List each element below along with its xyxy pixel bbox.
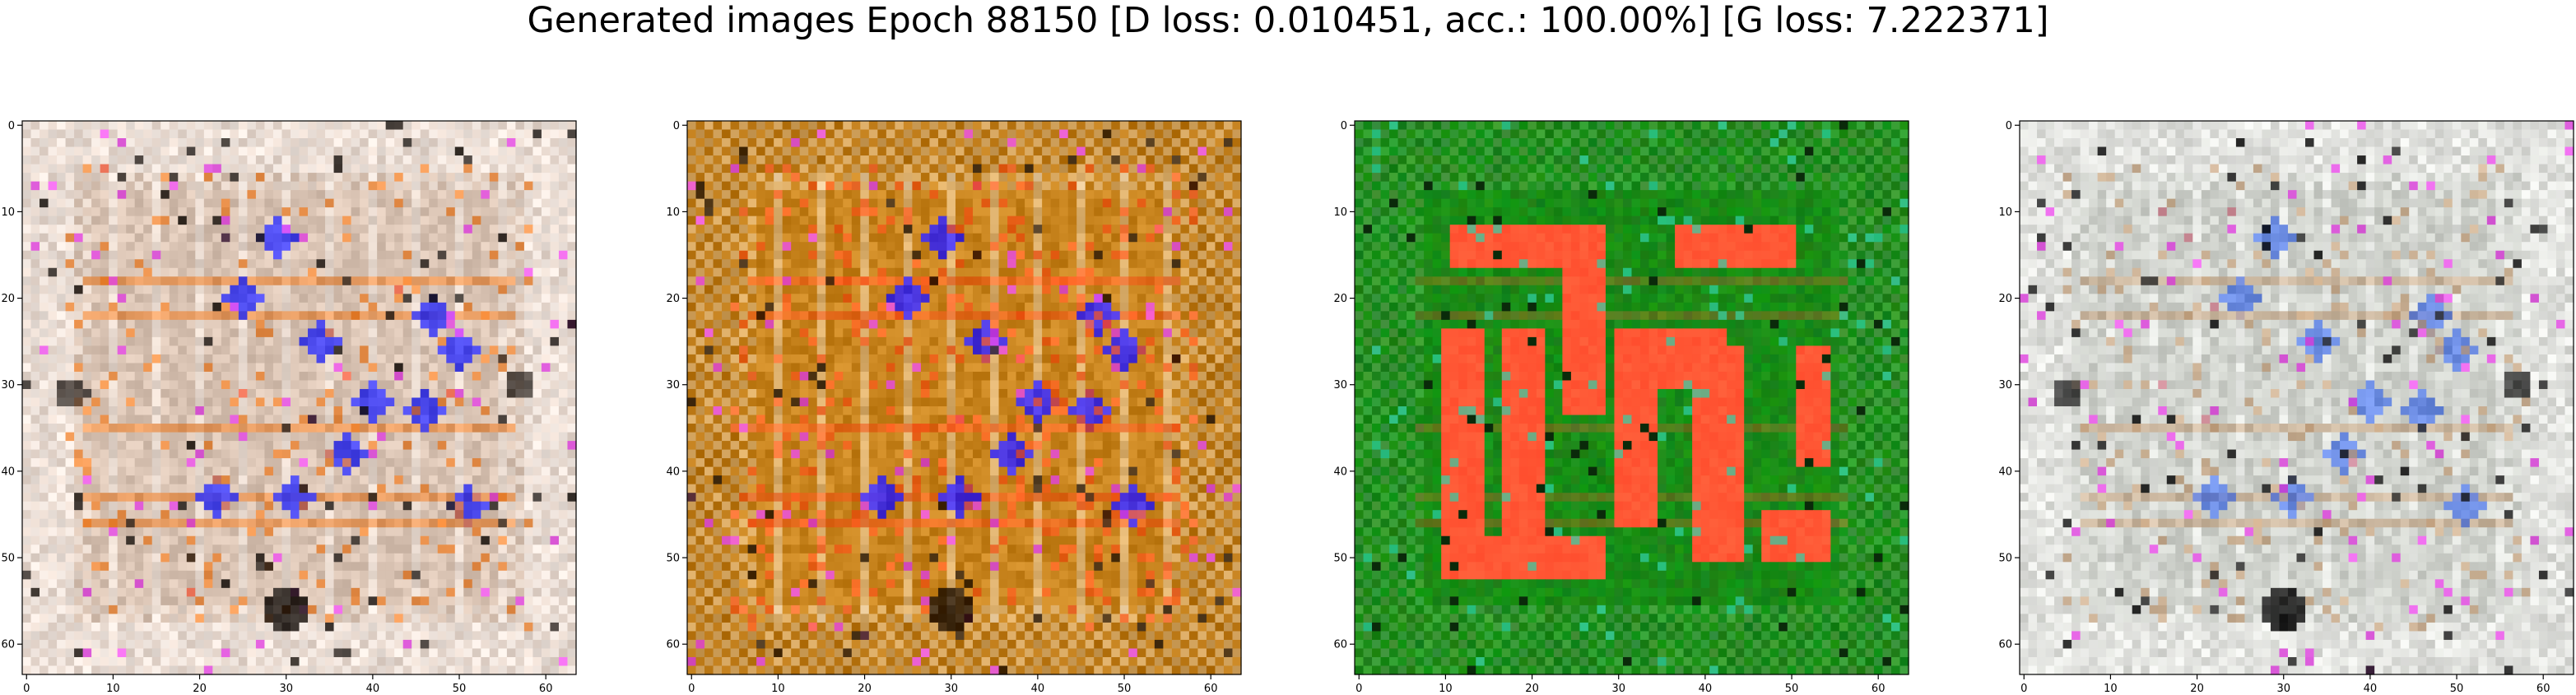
- x-tick-label: 40: [366, 683, 380, 695]
- image-panel-1: 0 10 20 30 40 50 60 0 10 20 30 40 50 60: [1, 120, 577, 695]
- y-tick-label: 50: [1, 553, 15, 565]
- y-tick-label: 0: [1341, 120, 1347, 132]
- x-tick-label: 30: [1611, 683, 1625, 695]
- axes-frame-3: [1354, 120, 1909, 675]
- x-tick-label: 30: [279, 683, 293, 695]
- axes-frame-1: [21, 120, 577, 675]
- y-tick-label: 60: [1333, 639, 1347, 651]
- axes-frame-4: [2019, 120, 2574, 675]
- x-tick-label: 20: [193, 683, 207, 695]
- y-tick-label: 50: [1333, 553, 1347, 565]
- y-tick-label: 60: [1998, 639, 2012, 651]
- axes-frame-2: [686, 120, 1242, 675]
- x-tick-label: 10: [771, 683, 785, 695]
- y-tick-label: 10: [1, 206, 15, 219]
- y-tick-label: 30: [1, 379, 15, 392]
- x-tick-label: 0: [688, 683, 695, 695]
- x-tick-label: 20: [2190, 683, 2204, 695]
- x-tick-label: 20: [858, 683, 872, 695]
- y-tick-label: 30: [1333, 379, 1347, 392]
- x-tick-label: 10: [1439, 683, 1453, 695]
- image-panel-4: 0 10 20 30 40 50 60 0 10 20 30 40 50 60: [1998, 120, 2574, 695]
- x-tick-label: 40: [1699, 683, 1713, 695]
- figure-title: Generated images Epoch 88150 [D loss: 0.…: [527, 0, 2049, 41]
- y-tick-label: 40: [666, 466, 680, 478]
- y-tick-label: 10: [666, 206, 680, 219]
- y-tick-label: 20: [666, 293, 680, 305]
- y-tick-label: 20: [1, 293, 15, 305]
- x-tick-label: 10: [106, 683, 120, 695]
- x-tick-label: 60: [1204, 683, 1218, 695]
- y-tick-label: 50: [666, 553, 680, 565]
- x-tick-label: 0: [2020, 683, 2027, 695]
- y-tick-label: 30: [1998, 379, 2012, 392]
- x-tick-label: 60: [1872, 683, 1886, 695]
- y-tick-label: 0: [2006, 120, 2012, 132]
- x-tick-label: 50: [2450, 683, 2464, 695]
- y-tick-label: 30: [666, 379, 680, 392]
- image-panel-3: 0 10 20 30 40 50 60 0 10 20 30 40 50 60: [1333, 120, 1909, 695]
- image-panel-2: 0 10 20 30 40 50 60 0 10 20 30 40 50 60: [666, 120, 1242, 695]
- y-tick-label: 0: [673, 120, 680, 132]
- y-tick-label: 40: [1333, 466, 1347, 478]
- x-tick-label: 50: [453, 683, 467, 695]
- y-tick-label: 40: [1, 466, 15, 478]
- y-tick-label: 60: [666, 639, 680, 651]
- x-tick-label: 0: [1355, 683, 1362, 695]
- x-tick-label: 60: [539, 683, 553, 695]
- x-tick-label: 30: [2276, 683, 2290, 695]
- x-tick-label: 10: [2104, 683, 2118, 695]
- x-tick-label: 20: [1525, 683, 1539, 695]
- x-tick-label: 40: [1031, 683, 1045, 695]
- y-tick-label: 20: [1998, 293, 2012, 305]
- y-tick-label: 10: [1333, 206, 1347, 219]
- x-tick-label: 50: [1118, 683, 1132, 695]
- x-tick-label: 40: [2364, 683, 2378, 695]
- y-tick-label: 60: [1, 639, 15, 651]
- y-tick-label: 50: [1998, 553, 2012, 565]
- x-tick-label: 30: [944, 683, 958, 695]
- y-tick-label: 10: [1998, 206, 2012, 219]
- x-tick-label: 0: [23, 683, 30, 695]
- x-tick-label: 60: [2536, 683, 2550, 695]
- y-tick-label: 20: [1333, 293, 1347, 305]
- x-tick-label: 50: [1785, 683, 1799, 695]
- y-tick-label: 0: [8, 120, 15, 132]
- y-tick-label: 40: [1998, 466, 2012, 478]
